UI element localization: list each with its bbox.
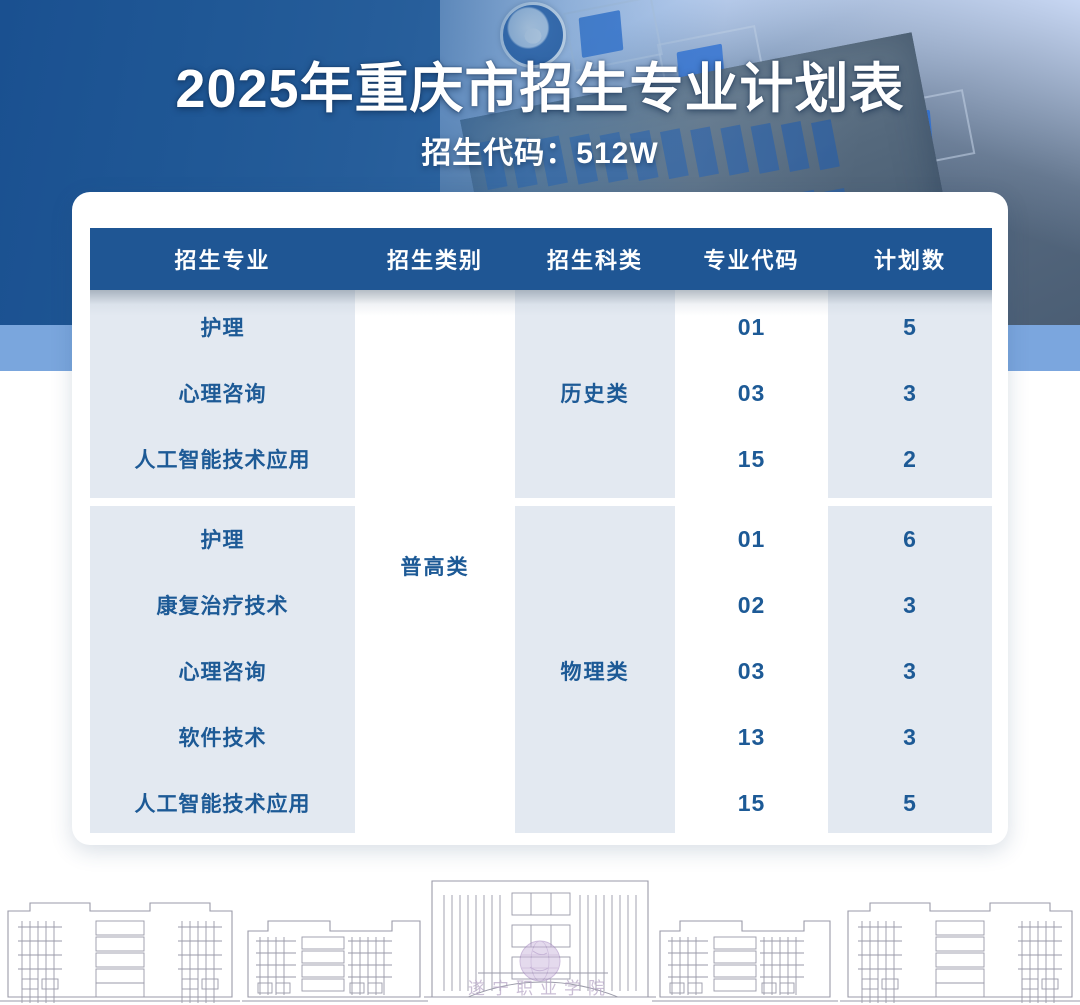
subject-block-physics	[515, 506, 675, 833]
category-value: 普高类	[400, 556, 470, 579]
table-row: 5	[903, 313, 917, 340]
table-row: 心理咨询	[178, 661, 267, 684]
subject-value-history: 历史类	[560, 383, 630, 406]
table-row: 心理咨询	[178, 383, 267, 406]
table-row: 5	[903, 789, 917, 816]
globe-emblem-icon	[519, 940, 561, 982]
column-header-plan: 计划数	[873, 248, 946, 273]
code-block-history	[675, 290, 828, 498]
table-row: 3	[903, 379, 917, 406]
table-row: 人工智能技术应用	[134, 449, 311, 472]
table-row: 01	[737, 313, 766, 340]
table-row: 15	[737, 789, 766, 816]
column-header-category: 招生类别	[386, 248, 483, 273]
table-row: 03	[737, 379, 766, 406]
watermark-text: 遂宁职业学院	[468, 979, 612, 998]
campus-buildings-line-art	[0, 880, 1080, 1003]
column-header-major: 招生专业	[174, 248, 271, 273]
table-row: 人工智能技术应用	[134, 793, 311, 816]
table-row: 3	[903, 591, 917, 618]
table-header-row: 招生专业 招生类别 招生科类 专业代码 计划数	[90, 228, 992, 290]
subject-block-history	[515, 290, 675, 498]
plan-block-history	[828, 290, 992, 498]
table-row: 6	[903, 525, 917, 552]
table-row: 2	[903, 445, 917, 472]
table-row: 15	[737, 445, 766, 472]
category-block	[355, 290, 515, 833]
table-row: 3	[903, 723, 917, 750]
page-title: 2025年重庆市招生专业计划表	[175, 59, 905, 119]
column-header-code: 专业代码	[703, 248, 800, 273]
table-body: 护理 心理咨询 人工智能技术应用 护理 康复治疗技术 心理咨询 软件技术 人工智…	[90, 290, 992, 833]
major-block-history	[90, 290, 355, 498]
subject-value-physics: 物理类	[560, 661, 630, 684]
plan-block-physics	[828, 506, 992, 833]
admission-code: 招生代码：512W	[421, 137, 659, 170]
table-row: 02	[737, 591, 766, 618]
table-row: 01	[737, 525, 766, 552]
table-row: 03	[737, 657, 766, 684]
column-header-subject: 招生科类	[546, 248, 643, 273]
table-row: 3	[903, 657, 917, 684]
table-row: 护理	[200, 529, 245, 552]
major-block-physics	[90, 506, 355, 833]
table-row: 康复治疗技术	[156, 595, 289, 618]
table-row: 护理	[200, 317, 245, 340]
code-block-physics	[675, 506, 828, 833]
table-row: 软件技术	[178, 727, 267, 750]
table-row: 13	[737, 723, 766, 750]
